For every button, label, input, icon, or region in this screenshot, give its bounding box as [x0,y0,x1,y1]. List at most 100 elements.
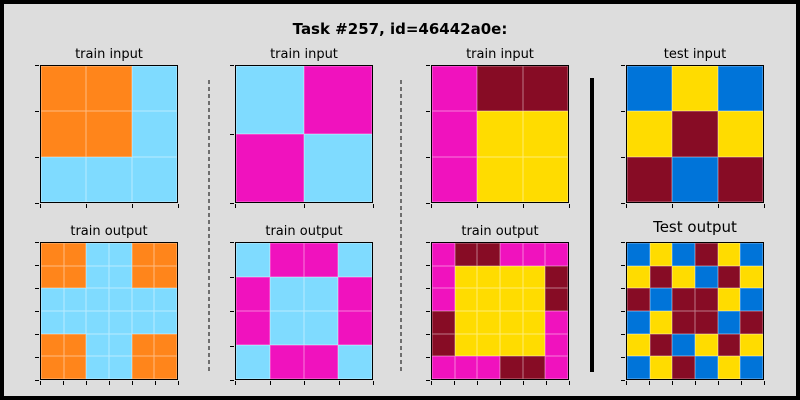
grid-cell [499,288,523,311]
grid-cell [86,288,109,311]
grid-cell [694,310,718,334]
grid-cell [627,156,673,202]
grid-cell [454,265,478,289]
grid-cell [499,265,523,289]
train-input-grid-3 [431,65,569,203]
grid-cell [522,156,568,202]
grid-cell [432,310,455,334]
grid-cell [454,333,478,357]
grid-cell [522,111,568,157]
grid-cell [154,333,177,357]
grid-cell [108,356,132,379]
grid-cell [131,66,177,112]
grid-cell [304,277,338,311]
grid-cell [131,265,155,289]
x-tick [454,381,455,385]
grid-cell [627,288,650,311]
grid-cell [649,265,673,289]
grid-cell [270,311,304,345]
grid-cell [522,333,546,357]
y-tick [230,345,234,347]
grid-cell [63,310,87,334]
y-tick [426,357,430,358]
grid-cell [41,310,64,334]
grid-cell [522,66,568,112]
grid-cell [627,356,650,379]
grid-cell [338,345,372,379]
grid-cell [522,288,546,311]
grid-cell [86,243,109,266]
grid-cell [649,333,673,357]
grid-cell [236,134,304,202]
grid-cell [672,356,695,379]
x-tick [304,381,305,385]
grid-cell [432,66,478,112]
y-tick [621,311,625,312]
grid-cell [627,333,650,357]
grid-cell [338,277,372,311]
x-tick [373,381,374,385]
grid-cell [131,243,155,266]
y-tick [230,276,234,278]
grid-cell [454,310,478,334]
grid-cell [740,288,763,311]
grid-cell [499,243,523,266]
y-tick [35,357,39,358]
pair-divider-dashed-1 [208,80,210,372]
y-tick [230,311,234,312]
y-tick [230,380,234,381]
grid-cell [672,288,695,311]
grid-cell [154,288,177,311]
grid-cell [717,111,763,157]
x-tick [500,381,501,385]
grid-cell [740,310,763,334]
grid-cell [627,243,650,266]
x-tick [626,381,627,385]
grid-cell [270,277,304,311]
x-tick [63,381,64,385]
grid-cell [627,66,673,112]
y-tick [35,265,39,266]
test-output-grid [626,242,764,380]
grid-cell [131,156,177,202]
x-tick [477,204,478,208]
x-tick [178,204,179,208]
x-tick [626,204,627,208]
y-tick [426,203,430,204]
grid-cell [649,310,673,334]
x-tick [304,204,305,208]
grid-cell [717,310,741,334]
y-tick [426,380,430,381]
grid-cell [717,333,741,357]
grid-cell [41,243,64,266]
grid-cell [41,156,87,202]
grid-cell [717,66,763,112]
grid-cell [545,310,568,334]
panel-label: train input [75,47,143,62]
grid-cell [649,243,673,266]
train-output-grid-3 [431,242,569,380]
y-tick [621,242,625,243]
grid-cell [477,66,523,112]
grid-cell [108,310,132,334]
grid-cell [236,277,270,311]
grid-cell [108,333,132,357]
x-tick [235,381,236,385]
x-tick [86,204,87,208]
grid-cell [522,310,546,334]
grid-cell [63,243,87,266]
panel-label: Test output [653,218,737,236]
y-tick [230,242,234,243]
grid-cell [477,310,500,334]
grid-cell [63,265,87,289]
x-tick [672,204,673,208]
grid-cell [304,134,372,202]
grid-cell [236,311,270,345]
grid-cell [545,265,568,289]
y-tick [35,203,39,204]
grid-cell [627,111,673,157]
y-tick [621,380,625,381]
grid-cell [131,310,155,334]
y-tick [621,203,625,204]
pair-divider-dashed-2 [400,80,402,372]
